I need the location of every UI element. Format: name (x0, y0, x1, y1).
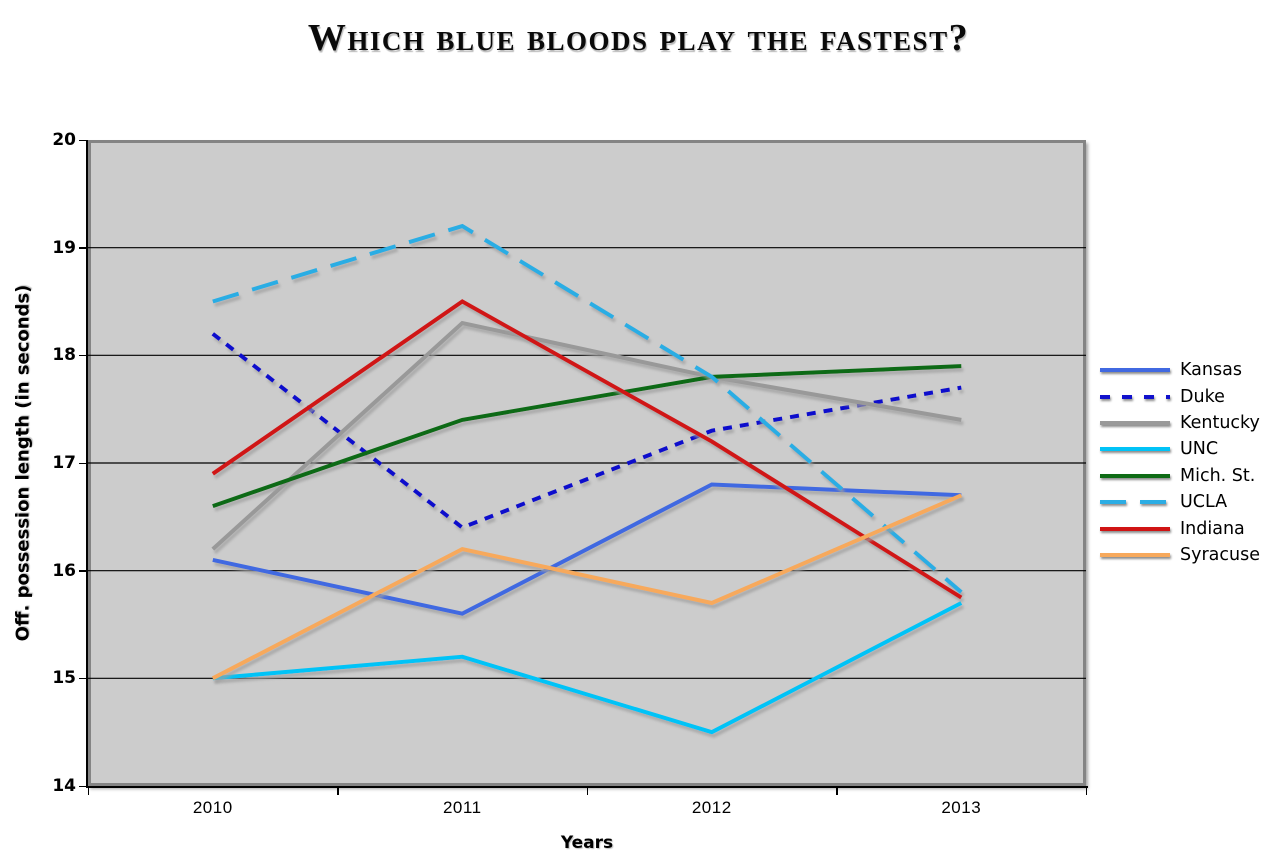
y-axis-line (86, 140, 88, 788)
legend-item-kentucky: Kentucky (1099, 410, 1260, 436)
legend-item-syracuse: Syracuse (1099, 542, 1260, 568)
x-tick-label-2012: 2012 (691, 798, 732, 817)
legend: Kansas Duke Kentucky UNC Mich. St. UCLA Indian… (1099, 357, 1260, 568)
legend-swatch-unc (1100, 447, 1170, 452)
legend-label-kansas: Kansas (1180, 360, 1242, 381)
legend-swatch-syracuse (1100, 552, 1170, 557)
x-tick-label-2013: 2013 (941, 798, 982, 817)
y-axis-title: Off. possession length (in seconds) (12, 284, 34, 642)
y-tick-mark (79, 139, 88, 141)
series-line-syracuse (211, 493, 963, 681)
y-tick-mark (79, 354, 88, 357)
legend-swatch-duke (1100, 394, 1170, 399)
series-line-kentucky (211, 320, 962, 551)
legend-label-mich-st: Mich. St. (1180, 465, 1256, 486)
legend-label-kentucky: Kentucky (1180, 412, 1260, 433)
legend-label-indiana: Indiana (1180, 518, 1245, 539)
legend-label-unc: UNC (1180, 439, 1219, 460)
y-tick-mark (79, 462, 88, 464)
legend-swatch-mich-st (1100, 473, 1170, 478)
y-tick-label-16: 16 (52, 560, 76, 581)
x-axis-title: Years (560, 833, 614, 853)
legend-swatch-kansas (1100, 368, 1170, 373)
series-line-indiana (211, 299, 963, 600)
legend-item-ucla: UCLA (1099, 489, 1260, 515)
x-tick-mark (586, 786, 588, 795)
series-line-duke (211, 332, 962, 530)
legend-swatch-kentucky (1100, 420, 1170, 425)
y-tick-label-20: 20 (52, 130, 76, 150)
series-line-kansas (212, 482, 962, 616)
chart-title: Which blue bloods play the fastest? (307, 17, 970, 59)
x-tick-label-2011: 2011 (442, 798, 482, 817)
y-tick-mark (79, 247, 88, 249)
y-tick-label-18: 18 (52, 345, 76, 366)
legend-swatch-indiana (1100, 526, 1170, 531)
legend-label-ucla: UCLA (1180, 492, 1228, 513)
y-tick-mark (79, 785, 88, 787)
series-line-mich-st (212, 364, 962, 508)
legend-item-duke: Duke (1099, 383, 1260, 409)
x-tick-mark (1085, 786, 1087, 795)
y-tick-label-15: 15 (52, 668, 76, 689)
legend-swatch-ucla (1100, 500, 1170, 505)
y-tick-label-17: 17 (52, 453, 76, 473)
legend-label-syracuse: Syracuse (1180, 544, 1260, 565)
series-line-unc (212, 601, 963, 735)
legend-item-kansas: Kansas (1099, 357, 1260, 383)
x-tick-label-2010: 2010 (192, 798, 233, 817)
legend-item-unc: UNC (1099, 436, 1260, 462)
y-tick-label-14: 14 (52, 776, 76, 796)
y-tick-mark (79, 677, 88, 680)
legend-item-indiana: Indiana (1099, 515, 1260, 541)
legend-item-mich-st: Mich. St. (1099, 463, 1260, 489)
legend-label-duke: Duke (1180, 386, 1225, 407)
x-tick-mark (87, 786, 89, 795)
series-plot (88, 223, 1086, 735)
y-tick-label-19: 19 (52, 237, 76, 258)
y-tick-mark (79, 570, 88, 572)
series-line-ucla (212, 223, 963, 594)
x-tick-mark (836, 786, 838, 795)
x-tick-mark (337, 786, 339, 795)
